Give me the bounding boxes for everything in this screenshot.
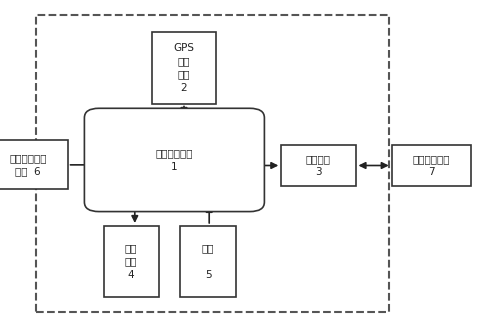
FancyBboxPatch shape xyxy=(180,226,236,297)
FancyBboxPatch shape xyxy=(392,145,471,186)
Text: GPS
定位
单元
2: GPS 定位 单元 2 xyxy=(174,43,195,93)
FancyBboxPatch shape xyxy=(104,226,159,297)
FancyBboxPatch shape xyxy=(84,108,264,212)
FancyBboxPatch shape xyxy=(152,32,216,104)
Text: 通信单元
3: 通信单元 3 xyxy=(306,154,331,177)
Text: 键盘

5: 键盘 5 xyxy=(202,243,214,280)
Text: 油量信息采集
系统  6: 油量信息采集 系统 6 xyxy=(10,153,47,176)
Text: 显示
单元
4: 显示 单元 4 xyxy=(125,243,138,280)
FancyBboxPatch shape xyxy=(0,140,68,189)
Text: 中央处理单元
1: 中央处理单元 1 xyxy=(156,148,193,171)
Text: 远程控制中心
7: 远程控制中心 7 xyxy=(412,154,450,177)
FancyBboxPatch shape xyxy=(281,145,355,186)
